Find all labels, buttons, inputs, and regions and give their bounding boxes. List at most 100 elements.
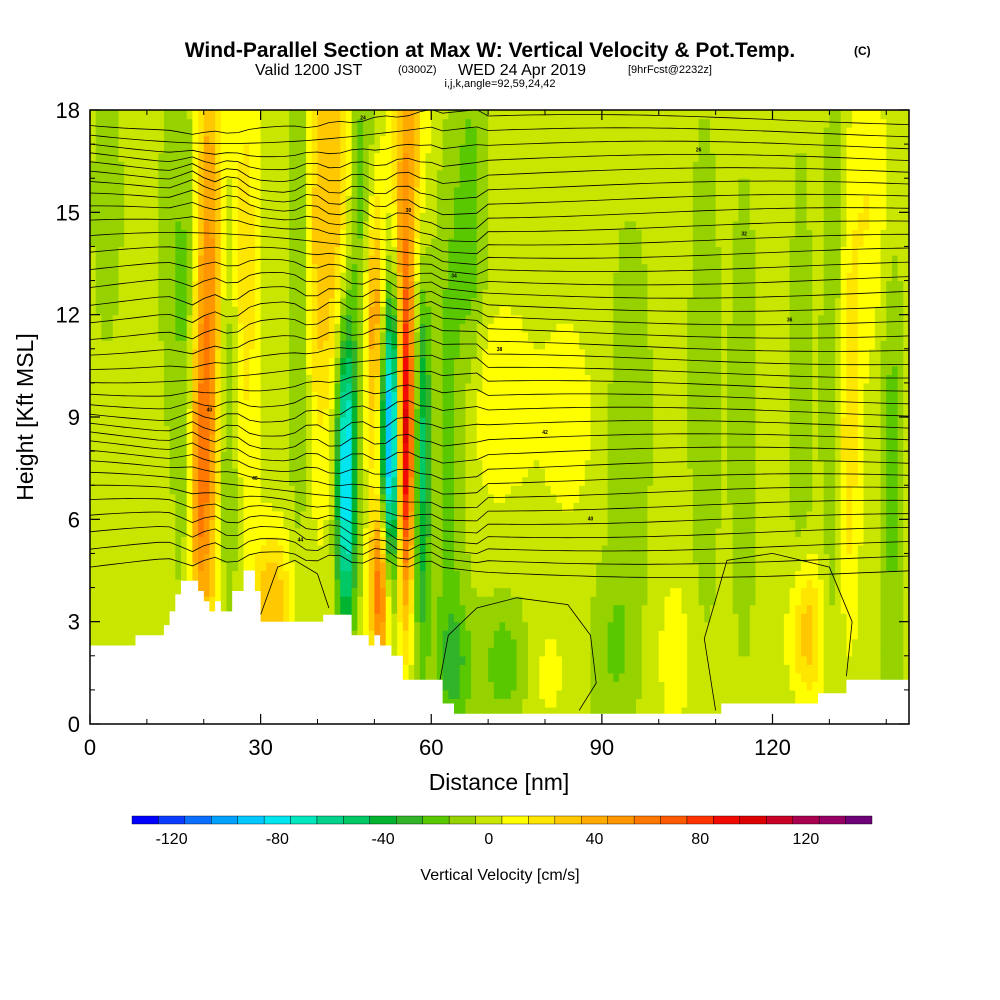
velocity-cell (232, 357, 239, 367)
velocity-cell (368, 596, 375, 606)
velocity-cell (306, 323, 313, 333)
velocity-cell (351, 425, 358, 435)
velocity-cell (340, 587, 353, 597)
velocity-cell (368, 408, 375, 418)
theta-contour-label: 44 (298, 538, 304, 544)
velocity-cell (698, 127, 711, 137)
velocity-cell (289, 331, 307, 341)
velocity-cell (203, 289, 216, 299)
y-tick-label: 0 (68, 712, 80, 737)
velocity-cell (527, 689, 540, 700)
velocity-cell (835, 340, 842, 350)
velocity-cell (886, 485, 899, 495)
velocity-cell (562, 672, 592, 682)
velocity-cell (419, 536, 427, 546)
velocity-cell (852, 510, 865, 520)
velocity-cell (306, 374, 313, 384)
velocity-cell (237, 382, 245, 393)
velocity-cell (380, 246, 387, 256)
velocity-cell (374, 451, 381, 461)
velocity-cell (715, 544, 734, 555)
velocity-cell (226, 280, 233, 290)
velocity-cell (812, 621, 819, 631)
velocity-cell (380, 331, 387, 341)
velocity-cell (454, 544, 466, 555)
velocity-cell (442, 681, 461, 691)
velocity-cell (391, 579, 398, 589)
velocity-cell (289, 254, 307, 265)
velocity-cell (863, 417, 882, 427)
velocity-cell (653, 459, 688, 469)
velocity-cell (835, 536, 842, 546)
velocity-cell (323, 408, 330, 418)
velocity-cell (368, 630, 375, 640)
velocity-cell (715, 152, 796, 162)
velocity-cell (385, 399, 393, 410)
velocity-cell (289, 289, 307, 299)
velocity-cell (431, 374, 444, 384)
velocity-cell (209, 502, 216, 512)
velocity-cell (425, 672, 438, 682)
velocity-cell (863, 382, 882, 393)
velocity-cell (198, 570, 211, 580)
velocity-cell (334, 382, 341, 393)
velocity-cell (368, 527, 375, 537)
velocity-cell (232, 186, 239, 196)
velocity-cell (226, 246, 233, 256)
velocity-cell (391, 647, 398, 657)
velocity-cell (328, 527, 336, 537)
velocity-cell (363, 178, 370, 188)
velocity-cell (323, 417, 330, 427)
velocity-cell (431, 144, 444, 154)
y-tick-label: 15 (56, 200, 80, 225)
velocity-cell (345, 186, 353, 196)
velocity-cell (402, 391, 410, 401)
velocity-cell (311, 178, 319, 188)
velocity-cell (357, 178, 364, 188)
velocity-cell (328, 536, 336, 546)
velocity-cell (471, 689, 495, 700)
colorbar-tick-label: 120 (793, 831, 820, 848)
velocity-cell (488, 212, 694, 222)
velocity-cell (818, 348, 836, 358)
velocity-cell (425, 374, 432, 384)
velocity-cell (454, 425, 466, 435)
velocity-cell (795, 212, 808, 222)
velocity-cell (857, 468, 865, 478)
velocity-cell (903, 621, 909, 631)
velocity-cell (192, 468, 199, 478)
velocity-cell (886, 314, 904, 324)
velocity-cell (818, 357, 836, 367)
velocity-cell (436, 655, 444, 665)
velocity-cell (823, 527, 836, 537)
theta-contour-line (90, 384, 909, 410)
velocity-cell (414, 391, 421, 401)
velocity-cell (351, 630, 358, 640)
velocity-cell (510, 587, 597, 597)
velocity-cell (442, 630, 461, 640)
velocity-cell (380, 561, 387, 572)
velocity-cell (192, 178, 199, 188)
velocity-cell (408, 502, 415, 512)
velocity-cell (385, 314, 393, 324)
velocity-cell (391, 391, 398, 401)
velocity-cell (641, 689, 666, 700)
velocity-cell (340, 561, 353, 572)
velocity-cell (408, 289, 415, 299)
velocity-cell (209, 468, 216, 478)
velocity-cell (818, 340, 836, 350)
velocity-cell (903, 485, 909, 495)
velocity-cell (783, 613, 796, 623)
velocity-cell (306, 195, 313, 205)
velocity-cell (590, 689, 643, 700)
velocity-cell (163, 340, 188, 350)
velocity-cell (823, 144, 842, 154)
velocity-cell (653, 391, 688, 401)
velocity-cell (124, 161, 159, 171)
velocity-cell (311, 417, 319, 427)
velocity-cell (903, 340, 909, 350)
velocity-cell (419, 425, 427, 435)
velocity-cell (232, 391, 239, 401)
velocity-cell (732, 254, 757, 265)
velocity-cell (419, 161, 427, 171)
